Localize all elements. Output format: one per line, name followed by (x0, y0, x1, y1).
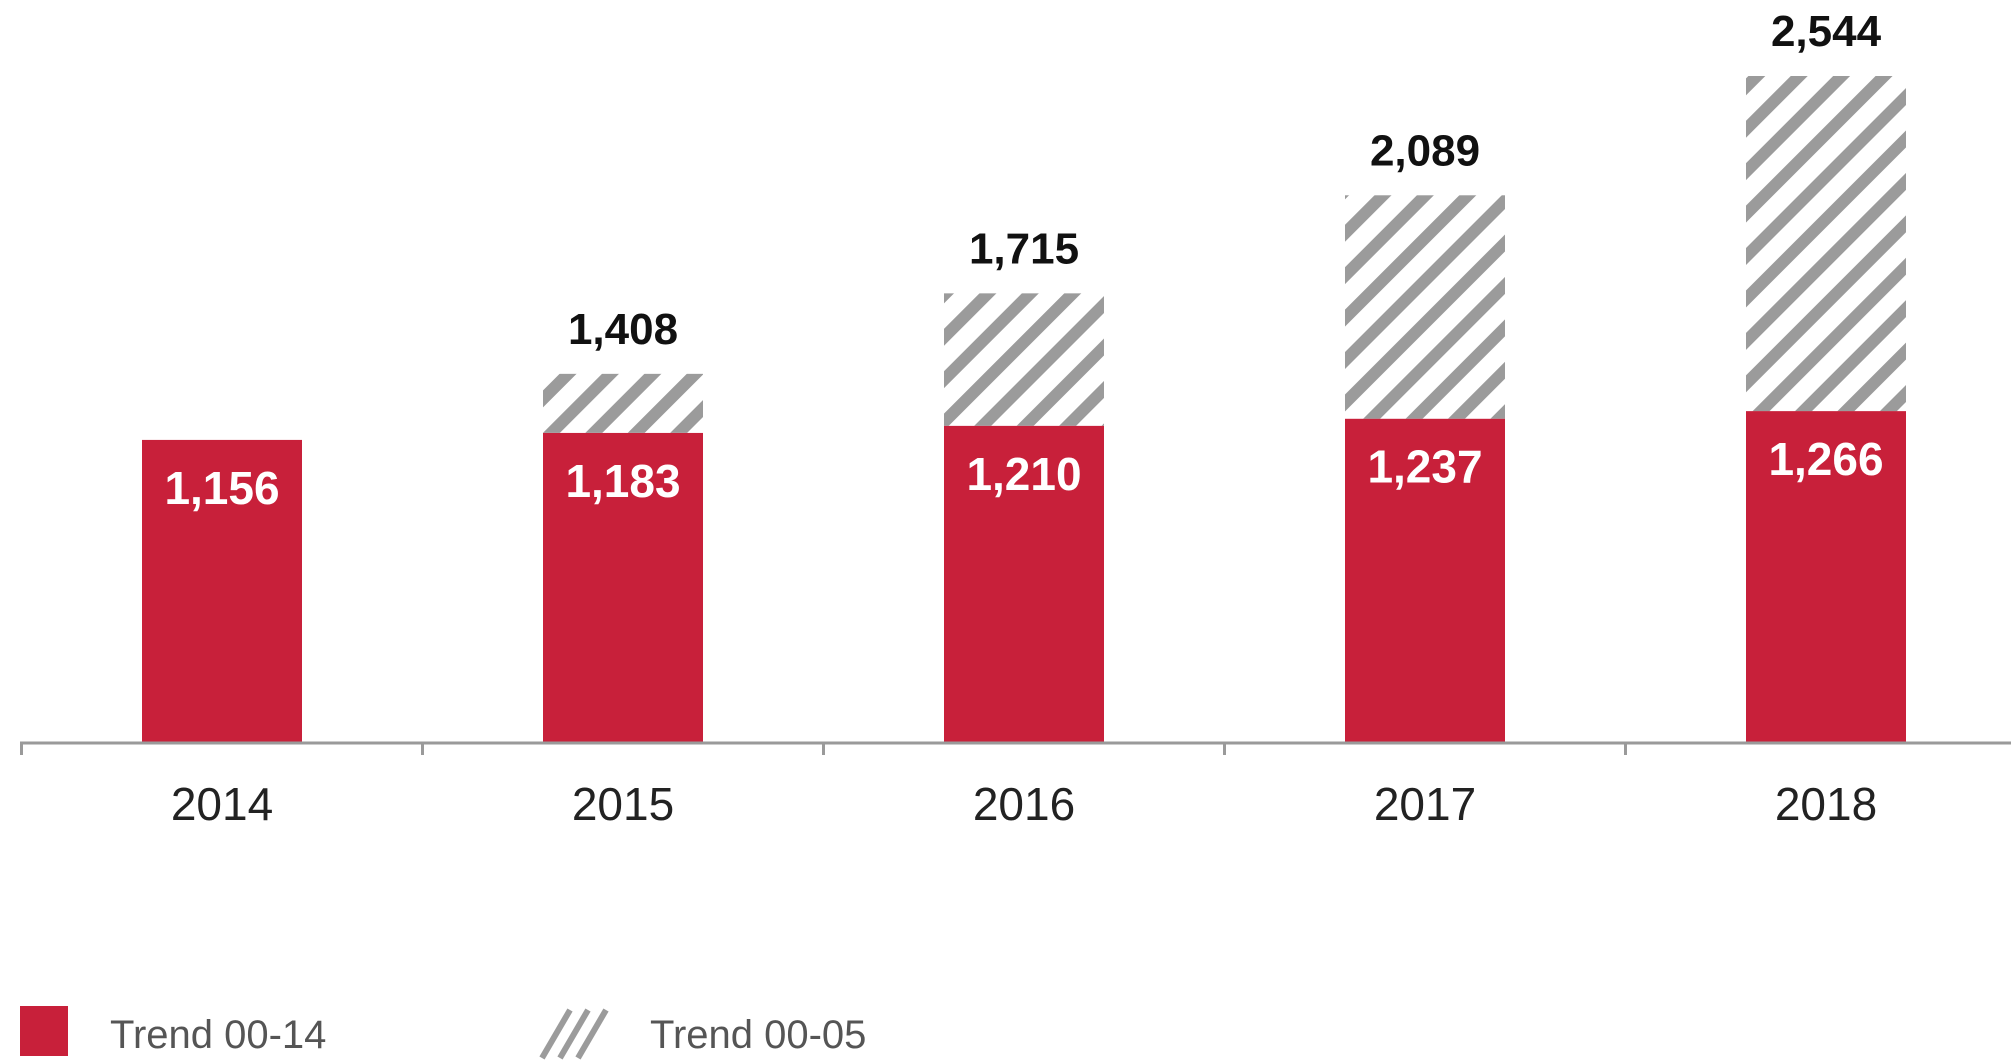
total-label-2016: 1,715 (969, 224, 1079, 273)
x-tick-label-2018: 2018 (1775, 778, 1877, 830)
segment-label-2018: 1,266 (1768, 433, 1883, 485)
bar-trend-00-14-2016 (944, 425, 1104, 743)
segment-label-2016: 1,210 (966, 448, 1081, 500)
hatch-stroke (557, 1008, 591, 1060)
x-tick-label-2016: 2016 (973, 778, 1075, 830)
x-axis: 2014 2015 2016 2017 2018 (20, 741, 2011, 830)
total-label-2015: 1,408 (568, 305, 678, 354)
legend-label-trend-00-14: Trend 00-14 (110, 1013, 326, 1057)
bar-trend-00-05-2018 (1746, 76, 1906, 412)
legend-label-trend-00-05: Trend 00-05 (650, 1013, 866, 1057)
legend-swatch-trend-00-05 (539, 1008, 609, 1060)
bar-trend-00-14-2018 (1746, 411, 1906, 743)
segment-label-2014: 1,156 (164, 462, 279, 514)
x-tick-label-2017: 2017 (1374, 778, 1476, 830)
segment-label-2015: 1,183 (565, 455, 680, 507)
total-label-2018: 2,544 (1771, 7, 1882, 56)
legend: Trend 00-14 Trend 00-05 (20, 1006, 866, 1060)
bar-trend-00-05-2017 (1345, 195, 1505, 419)
hatch-stroke (575, 1008, 609, 1060)
segment-label-2017: 1,237 (1367, 441, 1482, 493)
bar-trend-00-14-2015 (543, 432, 703, 743)
bar-trend-00-05-2016 (944, 293, 1104, 426)
bars-group (142, 76, 1906, 743)
legend-swatch-trend-00-14 (20, 1006, 68, 1056)
bar-trend-00-05-2015 (543, 373, 703, 433)
labels-group: 1,156 1,183 1,408 1,210 1,715 1,237 2,089 1,266… (164, 7, 1883, 514)
x-tick-label-2015: 2015 (572, 778, 674, 830)
bar-trend-00-14-2014 (142, 439, 302, 743)
hatch-stroke (539, 1008, 573, 1060)
bar-trend-00-14-2017 (1345, 418, 1505, 743)
x-tick-label-2014: 2014 (171, 778, 273, 830)
total-label-2017: 2,089 (1370, 126, 1480, 175)
